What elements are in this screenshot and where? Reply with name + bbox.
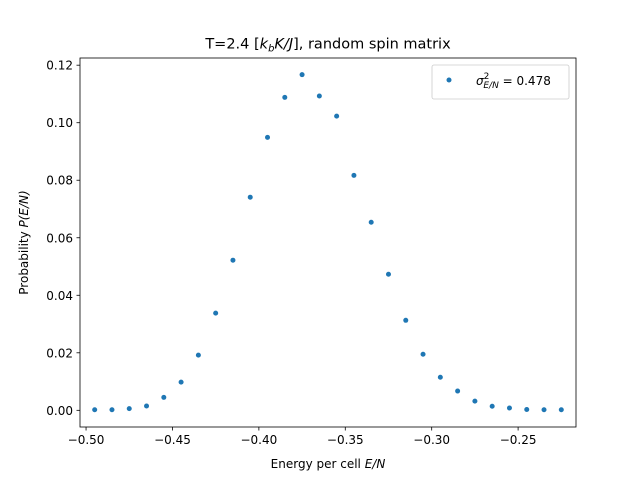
axis-ticks: −0.50 −0.45 −0.40 −0.35 −0.30 −0.25 0.00 0.02 0.… <box>46 59 536 447</box>
data-points <box>92 72 564 413</box>
data-point <box>230 257 236 263</box>
data-point <box>195 352 201 358</box>
data-point <box>282 94 288 100</box>
data-point <box>334 113 340 119</box>
data-point <box>506 405 512 411</box>
y-tick-label: 0.06 <box>46 231 73 245</box>
data-point <box>524 406 530 412</box>
plot-frame <box>79 57 577 428</box>
chart-title: T=2.4 [kbK/J], random spin matrix <box>204 37 451 55</box>
x-axis-label: Energy per cell E/N <box>271 457 386 471</box>
y-tick-label: 0.00 <box>46 404 73 418</box>
x-tick-label: −0.45 <box>154 433 191 447</box>
data-point <box>403 317 409 323</box>
data-point <box>265 134 271 140</box>
data-point <box>437 374 443 380</box>
data-point <box>316 93 322 99</box>
x-tick-label: −0.40 <box>240 433 277 447</box>
data-point <box>126 406 132 412</box>
x-tick-label: −0.30 <box>413 433 450 447</box>
data-point <box>420 351 426 357</box>
data-point <box>92 407 98 413</box>
data-point <box>161 394 167 400</box>
data-point <box>178 379 184 385</box>
data-point <box>213 310 219 316</box>
y-axis-label: Probability P(E/N) <box>17 190 31 294</box>
data-point <box>351 172 357 178</box>
data-point <box>489 403 495 409</box>
y-tick-label: 0.12 <box>46 59 73 73</box>
data-point <box>472 398 478 404</box>
x-tick-label: −0.50 <box>68 433 105 447</box>
data-point <box>541 407 547 413</box>
data-point <box>299 72 305 78</box>
data-point <box>558 407 564 413</box>
legend-label: σ2 E/N = 0.478 <box>476 72 551 91</box>
legend-box <box>431 64 570 100</box>
data-point <box>109 407 115 413</box>
y-tick-label: 0.08 <box>46 174 73 188</box>
x-tick-label: −0.25 <box>500 433 537 447</box>
legend-marker <box>446 77 452 83</box>
x-tick-label: −0.35 <box>327 433 364 447</box>
y-tick-label: 0.04 <box>46 289 73 303</box>
y-tick-label: 0.10 <box>46 116 73 130</box>
data-point <box>385 271 391 277</box>
data-point <box>247 194 253 200</box>
data-point <box>368 219 374 225</box>
data-point <box>455 388 461 394</box>
legend: σ2 E/N = 0.478 <box>431 64 570 100</box>
y-tick-label: 0.02 <box>46 346 73 360</box>
data-point <box>144 403 150 409</box>
